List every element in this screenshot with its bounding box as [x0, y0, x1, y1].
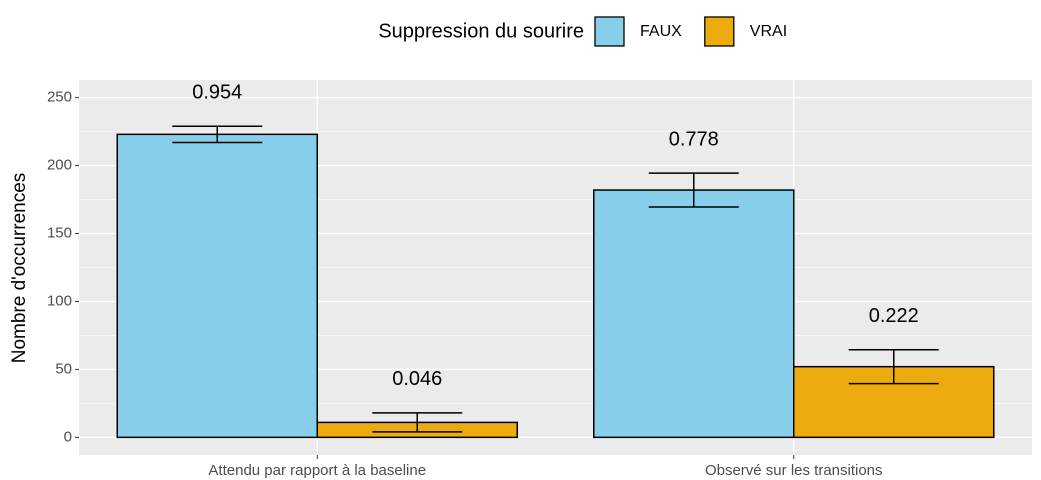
- x-tick-label: Attendu par rapport à la baseline: [208, 462, 426, 479]
- bar: [593, 189, 795, 439]
- error-bar: [848, 348, 939, 385]
- y-tick-label: 100: [47, 292, 72, 309]
- proportion-label: 0.954: [192, 81, 242, 103]
- y-tick-label: 150: [47, 225, 72, 242]
- y-axis-title: Nombre d'occurrences: [9, 173, 30, 364]
- legend-label: VRAI: [750, 23, 787, 40]
- error-bar: [648, 172, 739, 208]
- y-tick-label: 250: [47, 89, 72, 106]
- error-bar: [372, 412, 463, 433]
- bar: [116, 133, 318, 439]
- y-tick-label: 50: [55, 360, 72, 377]
- proportion-label: 0.222: [869, 305, 919, 327]
- error-bar: [172, 125, 263, 144]
- proportion-label: 0.046: [392, 368, 442, 390]
- legend-key: [704, 16, 735, 47]
- y-tick-label: 200: [47, 157, 72, 174]
- legend-label: FAUX: [640, 23, 682, 40]
- legend-key: [594, 16, 625, 47]
- x-tick-label: Observé sur les transitions: [705, 462, 883, 479]
- legend-title: Suppression du sourire: [378, 20, 584, 42]
- y-tick-label: 0: [64, 428, 72, 445]
- proportion-label: 0.778: [669, 128, 719, 150]
